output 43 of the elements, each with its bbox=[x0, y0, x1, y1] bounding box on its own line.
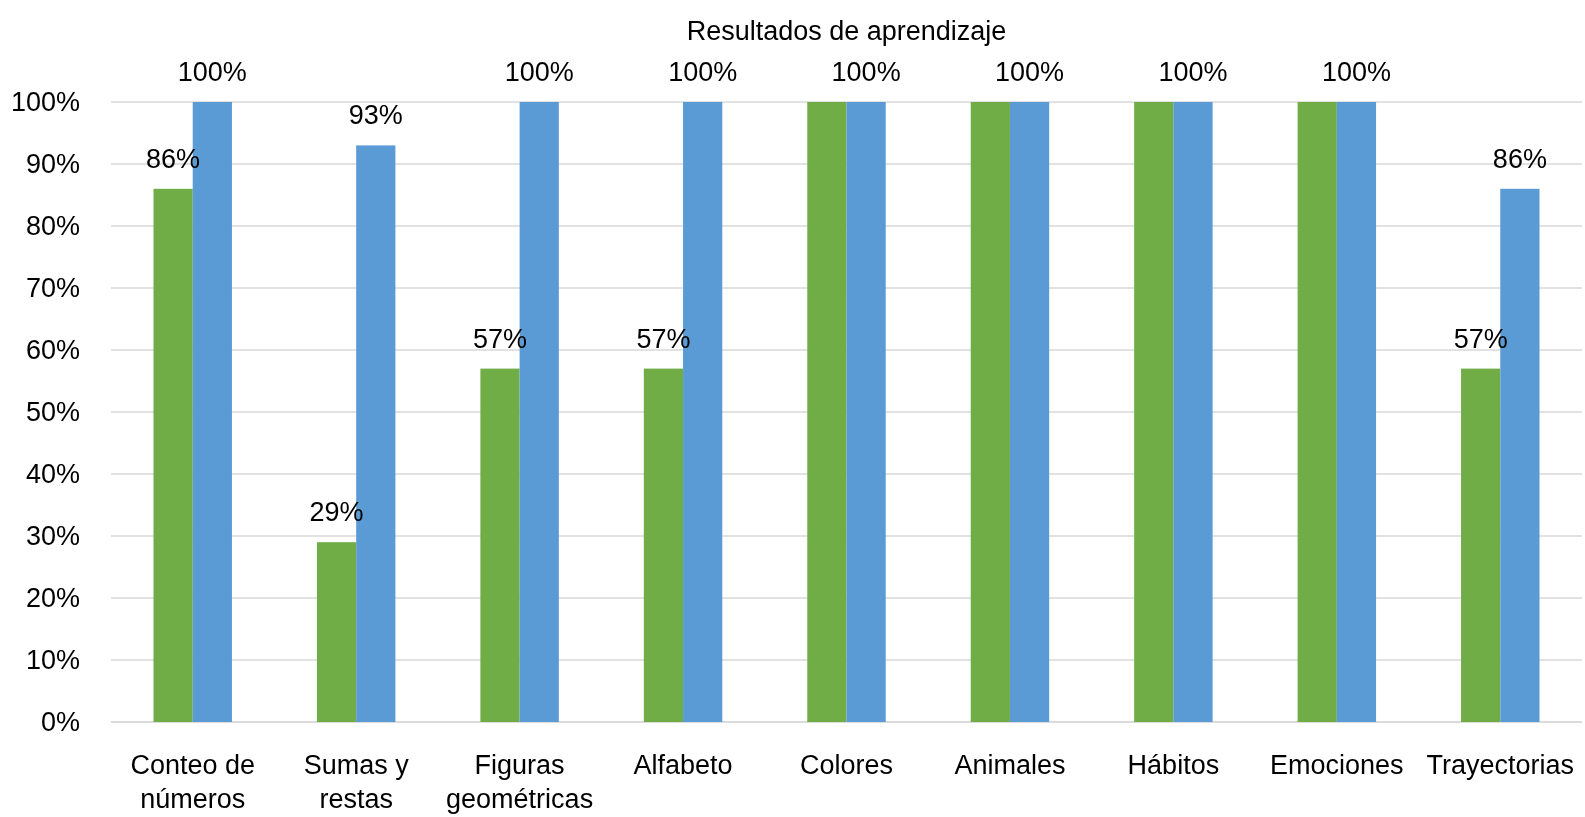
bar bbox=[1134, 102, 1174, 722]
bar bbox=[970, 102, 1010, 722]
y-tick-label: 50% bbox=[25, 397, 80, 427]
y-tick-label: 80% bbox=[25, 211, 80, 241]
y-tick-label: 20% bbox=[25, 583, 80, 613]
bar bbox=[643, 368, 684, 722]
y-tick-label: 90% bbox=[25, 149, 80, 179]
data-label: 100% bbox=[1158, 57, 1228, 87]
bar bbox=[316, 542, 357, 722]
data-label: 100% bbox=[1321, 57, 1391, 87]
x-tick-label: Alfabeto bbox=[633, 750, 733, 780]
y-tick-label: 10% bbox=[25, 645, 80, 675]
data-label: 86% bbox=[1492, 143, 1547, 174]
y-tick-label: 60% bbox=[25, 335, 80, 365]
bar bbox=[846, 102, 886, 722]
x-tick-label: Emociones bbox=[1270, 750, 1404, 780]
y-tick-label: 30% bbox=[25, 521, 80, 551]
data-label: 100% bbox=[177, 57, 247, 87]
bar bbox=[480, 368, 520, 722]
x-tick-label: Figuras geométricas bbox=[446, 750, 594, 814]
bar bbox=[1173, 102, 1213, 722]
chart-title: Resultados de aprendizaje bbox=[686, 16, 1007, 46]
data-label: 100% bbox=[668, 57, 738, 87]
x-tick-label: Trayectorias bbox=[1426, 750, 1575, 780]
bar bbox=[1336, 102, 1377, 722]
x-tick-label: Conteo de números bbox=[130, 750, 256, 814]
y-tick-label: 70% bbox=[25, 273, 80, 303]
data-label: 100% bbox=[831, 57, 901, 87]
data-label: 93% bbox=[348, 100, 403, 131]
y-tick-label: 40% bbox=[25, 459, 80, 489]
bar bbox=[1009, 102, 1050, 722]
x-tick-label: Sumas y restas bbox=[303, 750, 410, 814]
data-label: 100% bbox=[504, 57, 574, 87]
bar bbox=[1461, 368, 1501, 722]
x-tick-label: Hábitos bbox=[1127, 750, 1220, 780]
data-label: 100% bbox=[995, 57, 1065, 87]
bar bbox=[153, 188, 193, 722]
bar bbox=[1297, 102, 1337, 722]
y-tick-label: 0% bbox=[40, 707, 80, 737]
bar bbox=[807, 102, 847, 722]
y-tick-label: 100% bbox=[10, 87, 80, 117]
x-tick-label: Animales bbox=[954, 750, 1066, 780]
x-tick-label: Colores bbox=[799, 750, 894, 780]
